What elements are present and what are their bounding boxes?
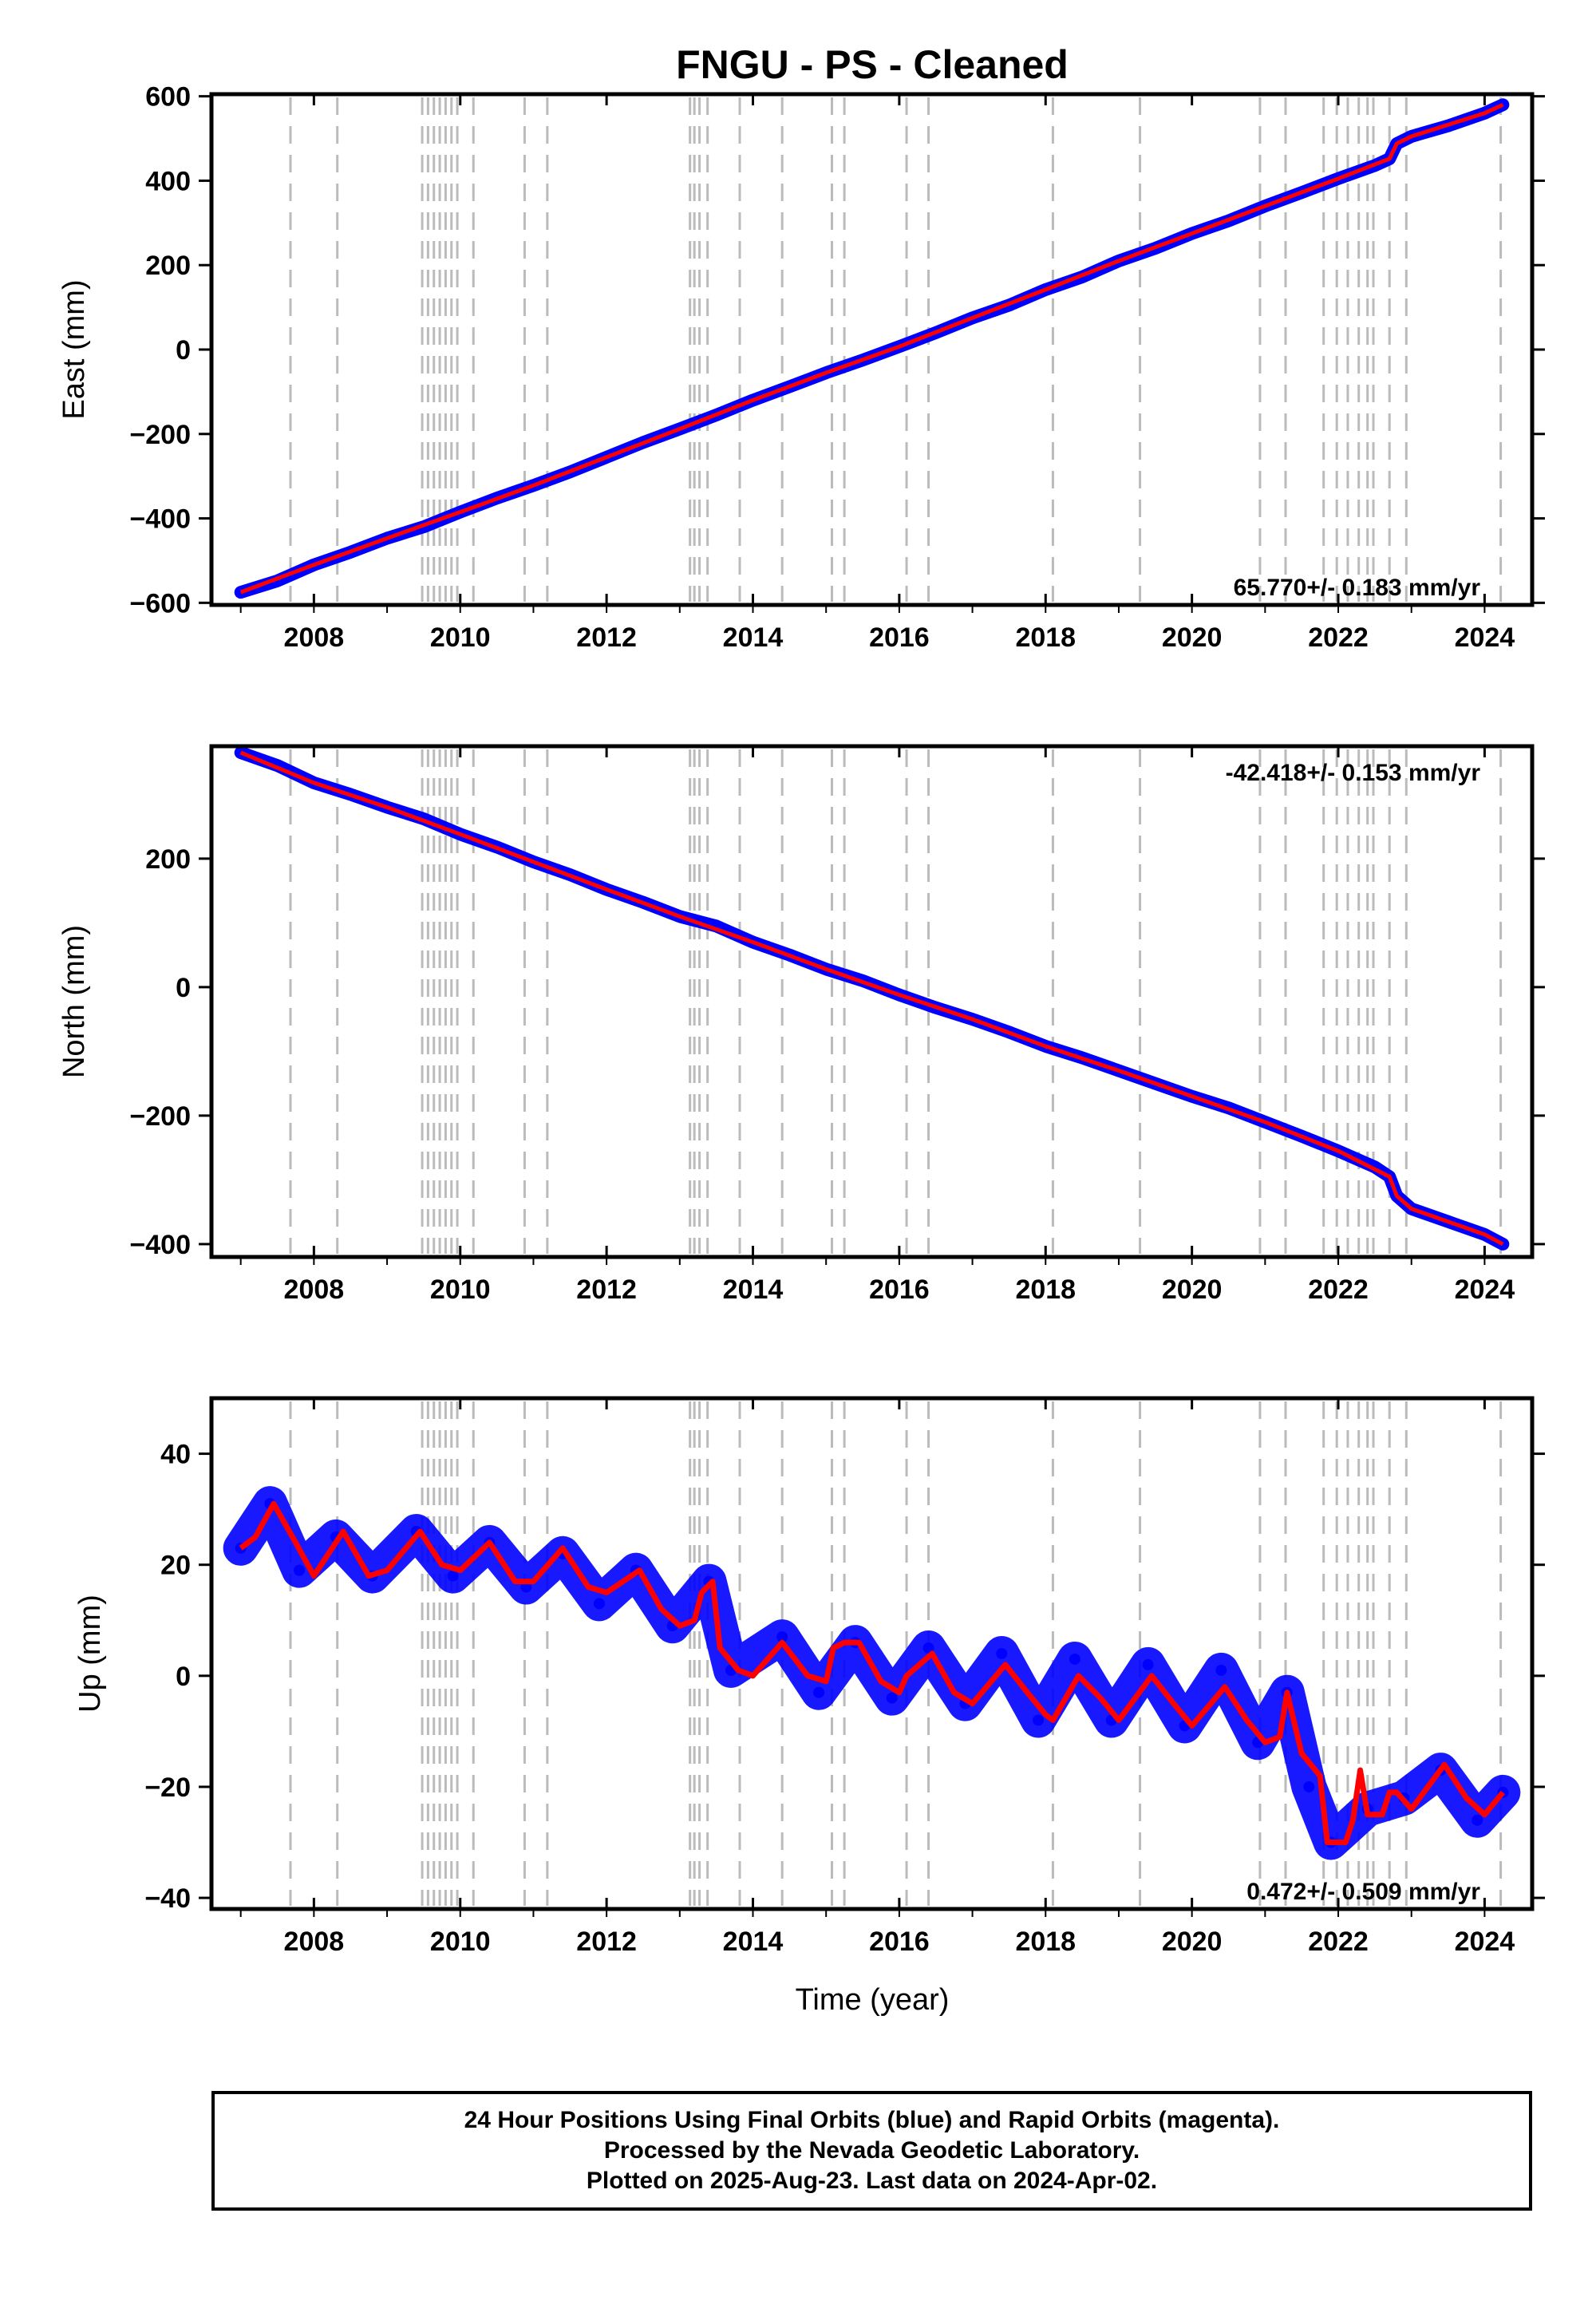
north-x-tick-label: 2010 — [430, 1275, 491, 1305]
east-x-tick-label: 2016 — [869, 622, 930, 653]
north-x-tick-label: 2020 — [1162, 1275, 1223, 1305]
up-x-tick-label: 2016 — [869, 1927, 930, 1957]
north-observation-band — [234, 746, 1510, 1251]
east-ylabel: East (mm) — [57, 279, 91, 419]
north-x-tick-label: 2014 — [723, 1275, 784, 1305]
up-y-tick-label: −40 — [144, 1883, 191, 1914]
chart-title: FNGU - PS - Cleaned — [676, 42, 1069, 87]
north-x-tick-label: 2018 — [1015, 1275, 1076, 1305]
east-y-tick-label: −200 — [129, 420, 191, 450]
north-y-tick-label: 200 — [145, 844, 191, 875]
north-panel: 2008 2010 2012 2014 2016 2018 2020 2022 2024 200 0… — [57, 744, 1545, 1305]
up-data-point — [1303, 1780, 1315, 1792]
up-x-tick-label: 2022 — [1308, 1927, 1369, 1957]
north-x-tick-label: 2008 — [284, 1275, 345, 1305]
up-x-tick-label: 2020 — [1162, 1927, 1223, 1957]
up-x-tick-label: 2012 — [576, 1927, 637, 1957]
x-axis-label: Time (year) — [796, 1983, 950, 2017]
up-data-point — [593, 1598, 605, 1610]
up-x-tick-label: 2008 — [284, 1927, 345, 1957]
up-panel: 2008 2010 2012 2014 2016 2018 2020 2022 2024 40 20… — [73, 1396, 1545, 1957]
east-x-tick-label: 2012 — [576, 622, 637, 653]
north-frame — [209, 744, 1535, 1259]
up-frame — [209, 1396, 1535, 1911]
north-rate-label: -42.418+/- 0.153 mm/yr — [1226, 760, 1481, 786]
east-y-tick-label: 200 — [145, 251, 191, 281]
up-data-point — [1472, 1814, 1483, 1826]
up-data-point — [294, 1564, 306, 1576]
east-y-tick-label: 400 — [145, 166, 191, 196]
north-x-tick-label: 2024 — [1455, 1275, 1515, 1305]
north-y-tick-label: −400 — [129, 1230, 191, 1260]
up-rate-label: 0.472+/- 0.509 mm/yr — [1246, 1879, 1480, 1905]
east-y-tick-label: 0 — [176, 335, 191, 366]
up-y-tick-label: −20 — [144, 1773, 191, 1803]
up-observation-band — [223, 1486, 1521, 1860]
up-data-point — [1033, 1714, 1045, 1726]
north-x-tick-label: 2022 — [1308, 1275, 1369, 1305]
east-observation-band — [234, 98, 1510, 599]
east-x-tick-label: 2022 — [1308, 622, 1369, 653]
east-x-tick-label: 2014 — [723, 622, 784, 653]
east-y-tick-label: −600 — [129, 588, 191, 619]
up-y-tick-label: 40 — [160, 1440, 191, 1470]
east-x-tick-label: 2018 — [1015, 622, 1076, 653]
east-x-tick-label: 2010 — [430, 622, 491, 653]
east-rate-label: 65.770+/- 0.183 mm/yr — [1234, 575, 1481, 601]
up-y-tick-label: 20 — [160, 1551, 191, 1581]
north-y-tick-label: 0 — [176, 973, 191, 1003]
east-x-tick-label: 2020 — [1162, 622, 1223, 653]
footer-line-3: Plotted on 2025-Aug-23. Last data on 202… — [586, 2168, 1158, 2194]
north-x-tick-label: 2012 — [576, 1275, 637, 1305]
up-data-point — [1142, 1658, 1154, 1670]
up-data-point — [1069, 1653, 1080, 1665]
footer-line-1: 24 Hour Positions Using Final Orbits (bl… — [464, 2107, 1280, 2133]
north-model-line — [239, 750, 1504, 1247]
up-model-line — [239, 1500, 1506, 1846]
up-y-tick-label: 0 — [176, 1662, 191, 1692]
up-x-tick-label: 2014 — [723, 1927, 784, 1957]
north-y-tick-label: −200 — [129, 1101, 191, 1132]
east-x-tick-label: 2024 — [1455, 622, 1515, 653]
up-x-tick-label: 2024 — [1455, 1927, 1515, 1957]
up-data-point — [922, 1642, 934, 1654]
north-ylabel: North (mm) — [57, 925, 91, 1078]
up-data-point — [447, 1570, 459, 1582]
up-data-point — [996, 1648, 1008, 1659]
footer-line-2: Processed by the Nevada Geodetic Laborat… — [603, 2137, 1140, 2164]
footer-box: 24 Hour Positions Using Final Orbits (bl… — [211, 2091, 1532, 2211]
east-y-tick-label: 600 — [145, 82, 191, 113]
north-x-tick-label: 2016 — [869, 1275, 930, 1305]
up-ylabel: Up (mm) — [73, 1595, 107, 1713]
up-data-point — [886, 1692, 898, 1704]
up-data-point — [776, 1631, 788, 1643]
east-y-tick-label: −400 — [129, 504, 191, 535]
east-model-line — [239, 102, 1504, 595]
up-data-point — [813, 1686, 825, 1698]
up-x-tick-label: 2018 — [1015, 1927, 1076, 1957]
up-x-tick-label: 2010 — [430, 1927, 491, 1957]
east-x-tick-label: 2008 — [284, 622, 345, 653]
up-data-point — [1215, 1664, 1227, 1676]
east-panel: 2008 2010 2012 2014 2016 2018 2020 2022 2024 600 4… — [57, 82, 1545, 653]
